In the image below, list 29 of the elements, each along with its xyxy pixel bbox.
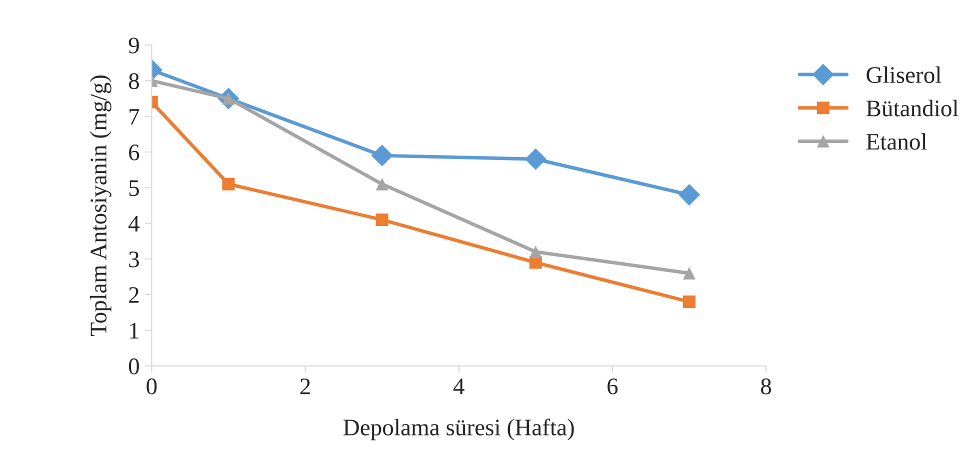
point xyxy=(524,148,546,170)
y-tick-label: 8 xyxy=(128,73,139,90)
legend-label: Bütandiol xyxy=(866,100,958,116)
legend-label: Gliserol xyxy=(866,66,942,84)
point xyxy=(682,296,696,308)
y-tick-label: 0 xyxy=(128,358,139,374)
y-tick-label: 7 xyxy=(130,109,140,125)
x-axis-title: Depolama süresi (Hafta) xyxy=(343,418,574,440)
legend-label: Etanol xyxy=(866,133,927,150)
y-tick-label: 2 xyxy=(129,287,139,303)
x-tick-label: 6 xyxy=(608,378,618,394)
y-tick-label: 6 xyxy=(129,144,140,160)
y-tick-label: 5 xyxy=(129,180,139,196)
point xyxy=(682,266,696,280)
point xyxy=(371,144,393,166)
point xyxy=(376,213,388,226)
x-tick-label: 2 xyxy=(300,378,310,394)
point xyxy=(222,178,235,190)
x-tick-label: 8 xyxy=(761,378,772,394)
point xyxy=(376,178,388,190)
y-tick-label: 3 xyxy=(129,252,139,268)
x-tick-label: 0 xyxy=(146,378,157,394)
y-tick-label: 4 xyxy=(128,216,140,232)
point xyxy=(529,246,542,258)
y-tick-label: 1 xyxy=(130,322,138,338)
point xyxy=(678,184,700,206)
y-tick-label: 9 xyxy=(128,38,139,54)
x-tick-label: 4 xyxy=(453,378,464,394)
y-axis-title: Toplam Antosiyanin (mg/g) xyxy=(90,76,112,336)
